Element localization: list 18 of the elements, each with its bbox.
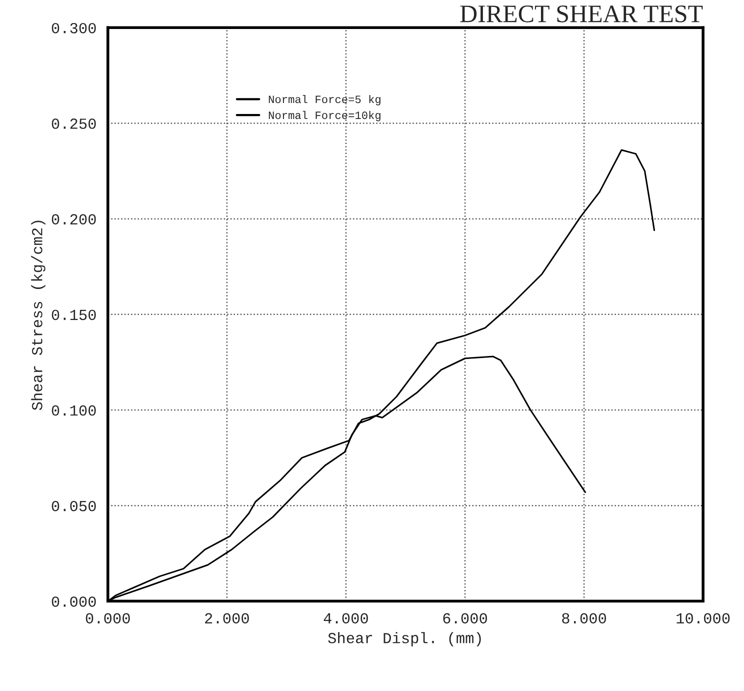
- y-axis-title: Shear Stress (kg/cm2): [31, 220, 46, 410]
- y-tick-label: 0.250: [52, 118, 96, 129]
- legend-label: Normal Force=10kg: [268, 110, 380, 122]
- y-tick-label: 0.150: [52, 310, 96, 320]
- x-tick-label: 8.000: [562, 613, 606, 624]
- y-tick-label: 0.200: [52, 214, 96, 225]
- y-tick-label: 0.050: [52, 500, 96, 512]
- x-tick-label: 2.000: [205, 613, 249, 624]
- y-tick-label: 0.000: [52, 596, 96, 607]
- y-tick-label: 0.100: [52, 405, 96, 416]
- x-tick-label: 6.000: [443, 613, 487, 624]
- y-tick-label: 0.300: [52, 22, 96, 34]
- x-tick-label: 10.000: [676, 613, 730, 624]
- legend-label: Normal Force=5 kg: [268, 94, 380, 106]
- chart-title: DIRECT SHEAR TEST: [460, 6, 703, 22]
- x-axis-title: Shear Displ. (mm): [328, 632, 481, 646]
- x-tick-label: 4.000: [324, 613, 368, 624]
- x-tick-label: 0.000: [86, 613, 130, 624]
